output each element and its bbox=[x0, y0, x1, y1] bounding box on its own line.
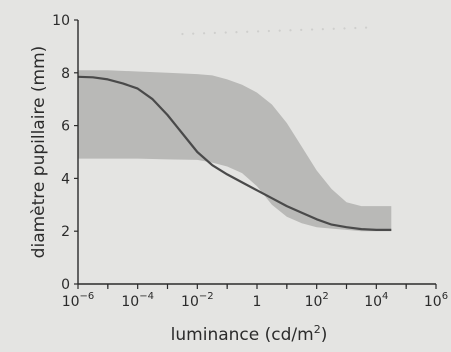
y-tick-label: 2 bbox=[61, 224, 70, 240]
background-bleed-text: · · · · · · · · · · · · · · · · · · bbox=[179, 18, 369, 45]
mean-curve bbox=[77, 75, 392, 231]
x-tick-label: 102 bbox=[305, 291, 329, 310]
range-band bbox=[78, 70, 392, 232]
x-tick-label: 106 bbox=[424, 291, 448, 310]
y-tick-label: 0 bbox=[61, 277, 70, 293]
y-tick-label: 4 bbox=[61, 171, 70, 187]
x-axis-title: luminance (cd/m2) bbox=[171, 323, 328, 345]
x-tick-label: 1 bbox=[253, 294, 262, 310]
y-axis-title: diamètre pupillaire (mm) bbox=[29, 46, 49, 259]
y-tick-label: 8 bbox=[61, 66, 70, 82]
x-tick-label: 10−6 bbox=[62, 291, 95, 310]
x-tick-label: 10−2 bbox=[181, 291, 214, 310]
svg-text:· · · · · · · · · · · · · · ·: · · · · · · · · · · · · · · · · · · bbox=[179, 18, 369, 45]
x-tick-label: 104 bbox=[364, 291, 388, 310]
y-tick-label: 6 bbox=[61, 119, 70, 135]
x-tick-label: 10−4 bbox=[121, 291, 154, 310]
y-tick-label: 10 bbox=[52, 13, 70, 29]
